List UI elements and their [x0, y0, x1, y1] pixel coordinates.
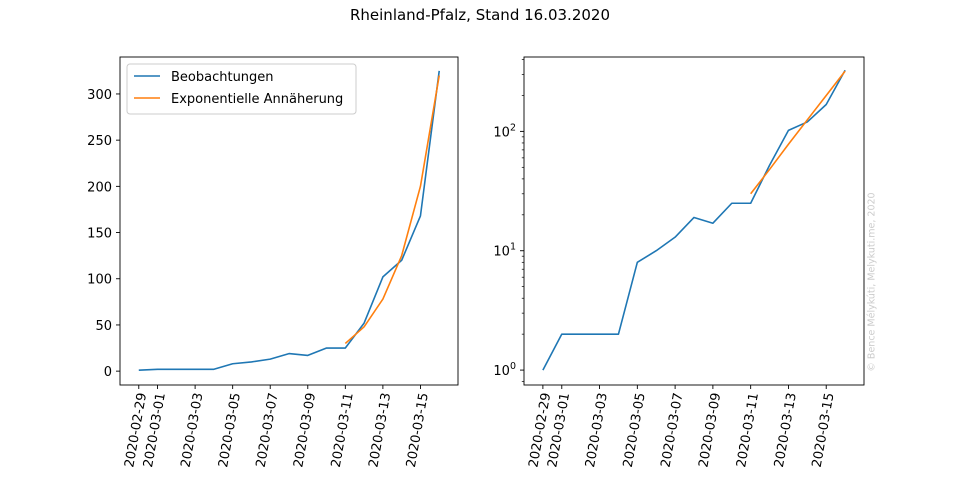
- x-tick-label: 2020-03-13: [772, 392, 800, 469]
- x-tick-label: 2020-03-11: [329, 392, 357, 469]
- x-tick-label: 2020-03-05: [216, 392, 244, 469]
- legend-label: Exponentielle Annäherung: [171, 92, 343, 107]
- y-tick-label: 150: [87, 227, 112, 242]
- x-tick-label: 2020-03-07: [254, 392, 282, 469]
- x-tick-label: 2020-03-09: [291, 392, 319, 469]
- y-tick-label: 102: [493, 122, 516, 140]
- watermark-text: © Bence Mélykúti, Melykuti.me, 2020: [866, 192, 878, 372]
- y-tick-label: 100: [493, 361, 516, 379]
- axes-frame: [523, 56, 865, 386]
- y-tick-label: 300: [87, 88, 112, 103]
- y-tick-label: 250: [87, 134, 112, 149]
- y-tick-label: 50: [95, 319, 112, 334]
- y-tick-label: 101: [493, 242, 516, 260]
- observations-line-2: [542, 69, 846, 371]
- fit-line-2: [750, 70, 846, 195]
- x-tick-label: 2020-03-15: [404, 392, 432, 469]
- legend-label: Beobachtungen: [171, 70, 274, 85]
- observations-line-1: [138, 70, 441, 372]
- x-tick-label: 2020-03-03: [179, 392, 207, 469]
- x-tick-label: 2020-03-07: [659, 392, 687, 469]
- y-tick-label: 0: [104, 365, 112, 380]
- x-tick-label: 2020-03-15: [810, 392, 838, 469]
- axes-frame: [119, 56, 459, 386]
- figure-title: Rheinland-Pfalz, Stand 16.03.2020: [349, 6, 610, 24]
- x-tick-label: 2020-03-11: [734, 392, 762, 469]
- x-tick-label: 2020-03-09: [696, 392, 724, 469]
- x-tick-label: 2020-03-05: [621, 392, 649, 469]
- x-tick-label: 2020-03-03: [583, 392, 611, 469]
- y-tick-label: 100: [87, 273, 112, 288]
- x-tick-label: 2020-03-13: [366, 392, 394, 469]
- fit-line-1: [344, 75, 441, 345]
- legend-box: [126, 63, 357, 115]
- y-tick-label: 200: [87, 180, 112, 195]
